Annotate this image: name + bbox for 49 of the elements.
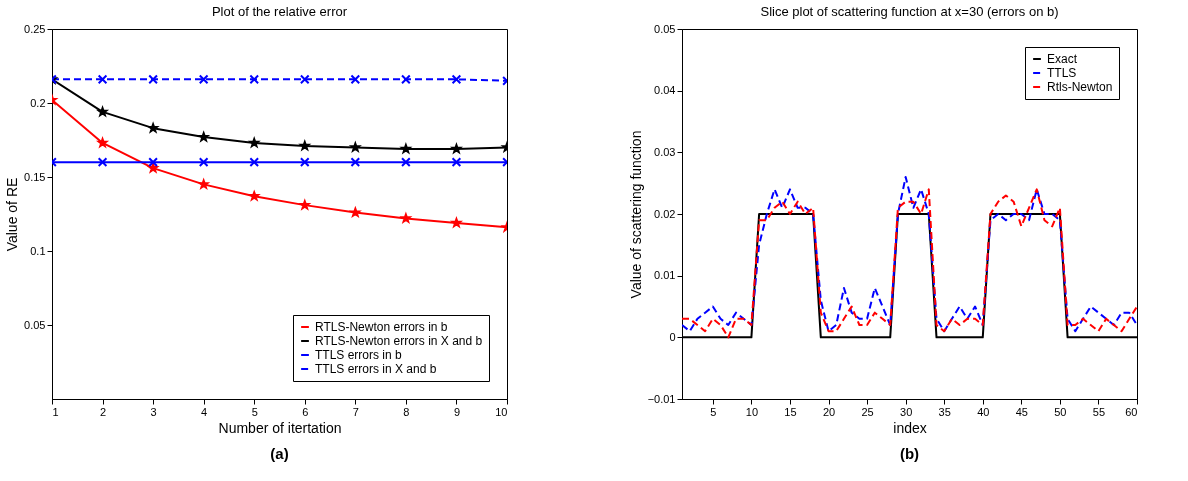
legend-label: Rtls-Newton [1047, 80, 1113, 94]
y-tick-label: 0.05 [24, 318, 46, 331]
chart-title: Plot of the relative error [211, 4, 348, 19]
y-tick-label: 0.03 [654, 145, 676, 158]
y-tick-label: 0.02 [654, 207, 676, 220]
x-tick-label: 30 [900, 405, 913, 418]
y-tick-label: 0.25 [24, 22, 46, 35]
x-tick-label: 6 [302, 405, 309, 418]
x-tick-label: 4 [201, 405, 208, 418]
x-tick-label: 25 [861, 405, 874, 418]
x-tick-label: 3 [150, 405, 157, 418]
x-axis-title: index [893, 419, 927, 436]
x-tick-label: 40 [977, 405, 990, 418]
x-tick-label: 2 [99, 405, 107, 418]
y-tick-label: −0.01 [647, 392, 676, 405]
x-axis-title: Number of itertation [218, 419, 342, 436]
legend-label: Exact [1047, 52, 1078, 66]
legend-label: RTLS-Newton errors in X and b [315, 334, 483, 348]
x-tick-label: 55 [1092, 405, 1106, 418]
x-tick-label: 50 [1054, 405, 1067, 418]
y-tick-label: 0.1 [30, 244, 46, 257]
y-tick-label: 0.04 [654, 84, 676, 97]
x-tick-label: 10 [495, 405, 508, 418]
y-tick-label: 0.15 [24, 170, 46, 183]
x-tick-label: 20 [822, 405, 836, 418]
x-tick-label: 1 [52, 405, 59, 418]
y-axis-title: Value of scattering function [627, 130, 644, 299]
x-tick-label: 35 [938, 405, 951, 418]
x-tick-label: 60 [1125, 405, 1138, 418]
chart-title: Slice plot of scattering function at x=30 (errors on b) [760, 4, 1059, 19]
legend-label: TTLS errors in X and b [315, 362, 437, 376]
x-tick-label: 8 [403, 405, 410, 418]
x-tick-label: 9 [453, 405, 461, 418]
legend-label: TTLS errors in b [315, 348, 403, 362]
y-tick-label: 0.05 [654, 22, 676, 35]
x-tick-label: 15 [784, 405, 797, 418]
x-tick-label: 10 [745, 405, 759, 418]
y-tick-label: 0.01 [654, 269, 676, 282]
legend-label: TTLS [1047, 66, 1077, 80]
legend-label: RTLS-Newton errors in b [315, 320, 448, 334]
y-axis-title: Value of RE [4, 177, 21, 252]
x-tick-label: 5 [251, 405, 258, 418]
x-tick-label: 45 [1015, 405, 1028, 418]
y-tick-label: 0.2 [30, 96, 46, 109]
text: (a) [270, 445, 289, 462]
x-tick-label: 5 [710, 405, 717, 418]
text: (b) [899, 445, 920, 462]
y-tick-label: 0 [669, 330, 676, 343]
x-tick-label: 7 [352, 405, 359, 418]
